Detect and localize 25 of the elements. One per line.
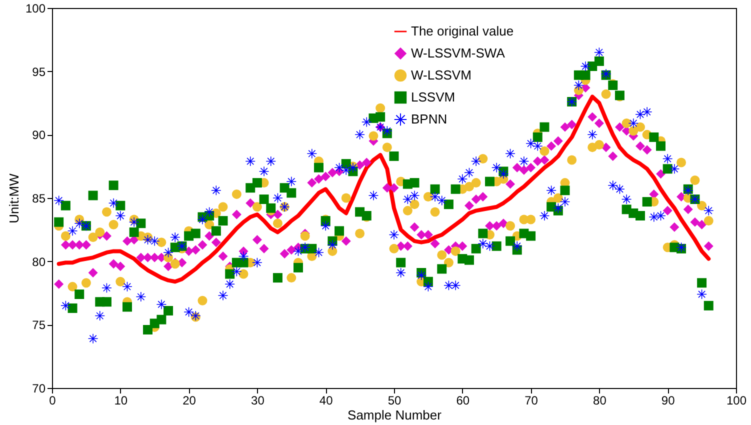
y-tick-label: 95 [32,64,46,79]
legend-label: The original value [411,24,514,38]
y-tick-label: 80 [32,254,46,269]
y-axis-title: Unit:MW [6,172,22,224]
legend-label: BPNN [411,112,448,126]
x-tick-label: 90 [661,394,676,408]
y-tick-label: 70 [32,382,46,396]
x-tick-label: 0 [49,394,56,408]
x-tick-label: 10 [114,394,128,408]
x-tick-label: 80 [593,394,607,408]
y-tick-label: 75 [32,318,46,332]
x-tick-label: 20 [182,394,196,408]
x-tick-label: 100 [726,394,747,408]
x-tick-label: 30 [251,394,265,408]
legend-label: W-LSSVM-SWA [411,46,506,60]
legend-label: LSSVM [411,90,456,104]
x-tick-label: 70 [524,394,538,408]
y-tick-label: 90 [32,128,46,142]
x-tick-label: 50 [388,394,402,408]
y-tick-label: 100 [25,2,46,16]
legend-label: W-LSSVM [411,68,472,82]
x-tick-label: 60 [456,394,470,408]
x-tick-label: 40 [319,394,334,408]
y-tick-label: 85 [32,192,46,206]
x-axis-title: Sample Number [348,408,442,422]
